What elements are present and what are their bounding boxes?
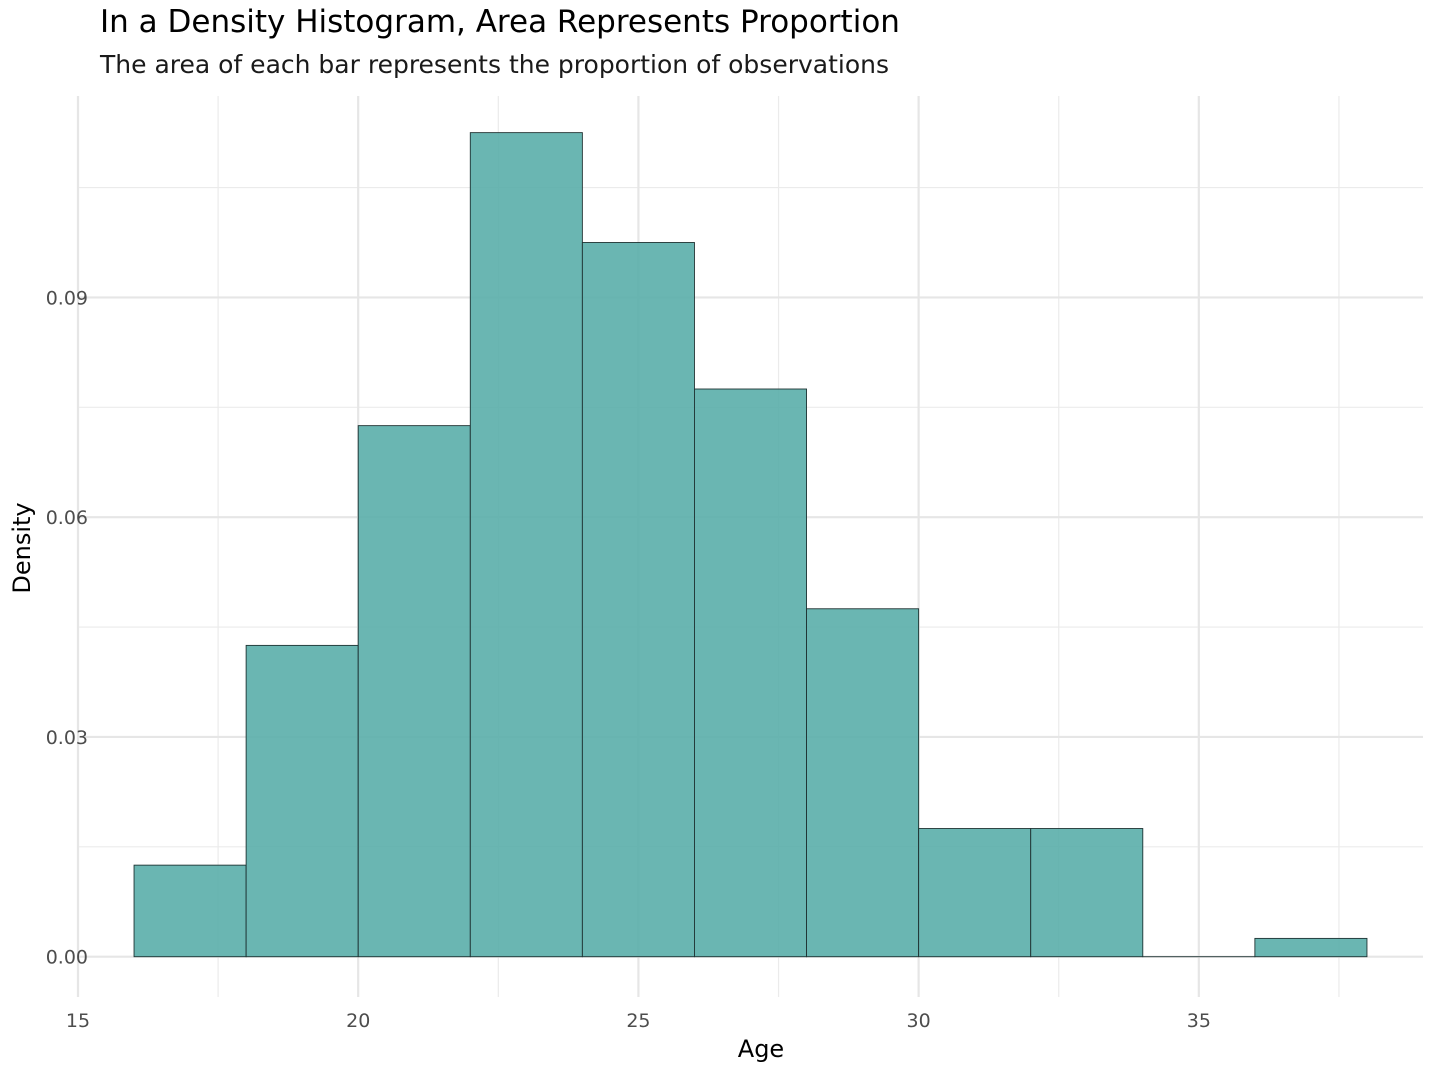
x-axis-title: Age — [738, 1035, 784, 1063]
x-tick-label: 20 — [346, 1010, 370, 1032]
histogram-bar — [581, 242, 695, 958]
y-axis-tick-labels: 0.00 0.03 0.06 0.09 — [46, 287, 88, 968]
chart-subtitle: The area of each bar represents the prop… — [100, 50, 890, 79]
x-tick-label: 15 — [66, 1010, 90, 1032]
x-tick-label: 35 — [1187, 1010, 1211, 1032]
histogram-bar — [806, 608, 920, 958]
histogram-bar — [1254, 937, 1368, 958]
x-axis-tick-labels: 15 20 25 30 35 — [66, 1010, 1211, 1032]
chart-title: In a Density Histogram, Area Represents … — [100, 4, 900, 40]
histogram-bar — [245, 644, 359, 958]
y-axis-title: Density — [8, 502, 36, 593]
histogram-bars — [133, 132, 1368, 958]
y-tick-label: 0.00 — [46, 947, 88, 969]
y-tick-label: 0.06 — [46, 507, 88, 529]
histogram-bar — [357, 425, 471, 958]
histogram-bar — [694, 388, 807, 958]
histogram-bar — [469, 132, 583, 958]
y-tick-label: 0.09 — [46, 287, 88, 309]
histogram-bar — [1030, 828, 1144, 958]
histogram-bar — [133, 864, 247, 958]
histogram-bar — [918, 828, 1032, 958]
y-tick-label: 0.03 — [46, 727, 88, 749]
x-tick-label: 25 — [626, 1010, 650, 1032]
x-tick-label: 30 — [907, 1010, 931, 1032]
